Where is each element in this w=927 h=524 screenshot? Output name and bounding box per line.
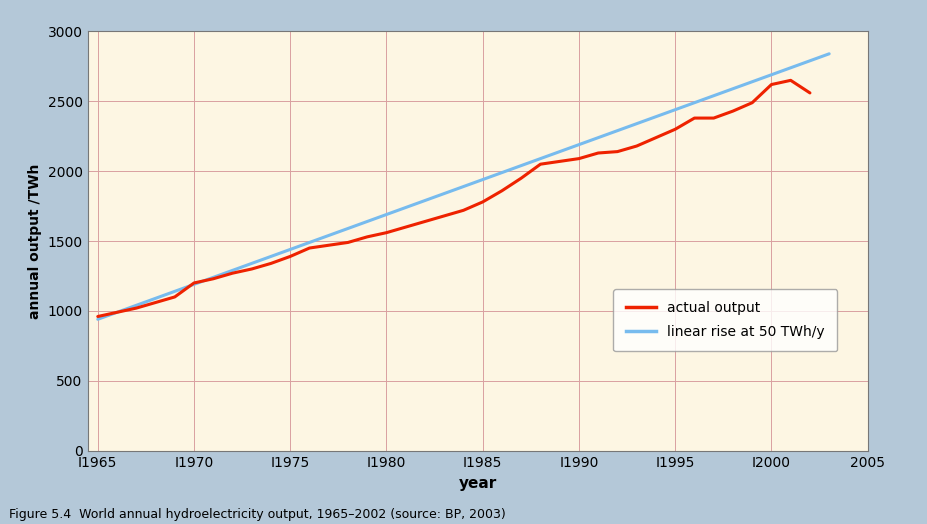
X-axis label: year: year — [458, 476, 497, 491]
Text: Figure 5.4  World annual hydroelectricity output, 1965–2002 (source: BP, 2003): Figure 5.4 World annual hydroelectricity… — [9, 508, 505, 521]
Y-axis label: annual output /TWh: annual output /TWh — [28, 163, 42, 319]
Legend: actual output, linear rise at 50 TWh/y: actual output, linear rise at 50 TWh/y — [613, 289, 836, 352]
